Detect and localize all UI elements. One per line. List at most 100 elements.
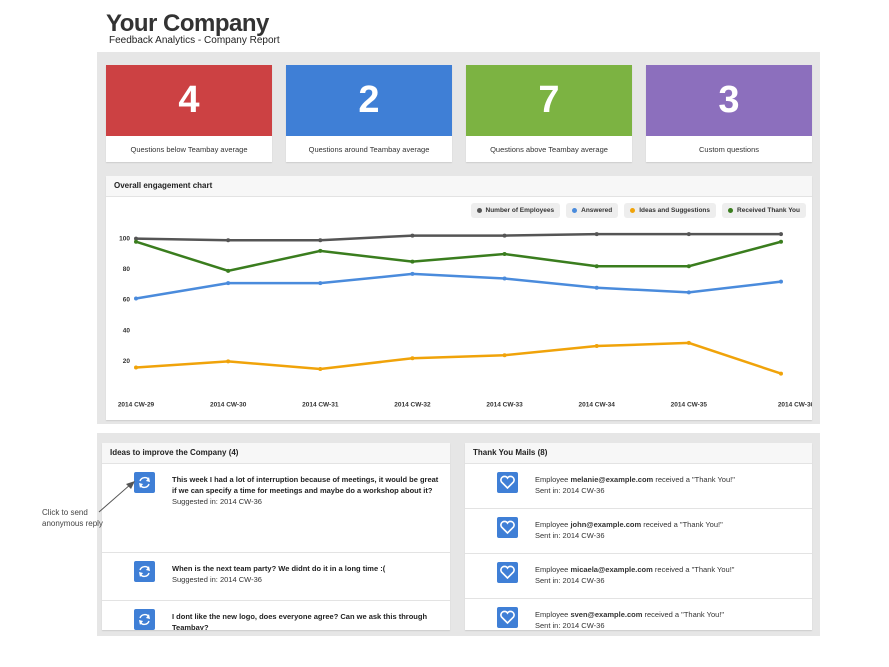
data-point [318, 281, 323, 286]
chart: 20 40 60 80 100 2014 CW-29 2014 CW-30 2014 CW-3… [118, 232, 812, 409]
idea-body: This week I had a lot of interruption be… [172, 474, 442, 507]
data-point [686, 340, 691, 345]
idea-text: This week I had a lot of interruption be… [172, 475, 439, 495]
mail-sent: Sent in: 2014 CW-36 [535, 531, 605, 540]
reply-icon[interactable] [134, 609, 155, 630]
legend-dot [572, 208, 578, 213]
kpi-value: 7 [466, 65, 632, 136]
data-point [686, 232, 691, 237]
y-tick-label: 40 [123, 327, 131, 334]
mail-row: Employee john@example.com received a "Th… [465, 509, 812, 554]
mail-prefix: Employee [535, 520, 569, 529]
data-point [410, 356, 415, 361]
mail-body: Employee sven@example.com received a "Th… [535, 609, 805, 630]
legend-item: Number of Employees [470, 203, 561, 218]
data-point [134, 239, 138, 244]
idea-body: When is the next team party? We didnt do… [172, 563, 442, 585]
x-tick-label: 2014 CW-34 [579, 402, 616, 409]
ideas-card: Ideas to improve the Company (4) This we… [102, 443, 450, 630]
legend-dot [630, 208, 636, 213]
kpi-card: 4 Questions below Teambay average [106, 65, 272, 162]
idea-suggested: Suggested in: 2014 CW-36 [172, 575, 262, 584]
heart-icon [497, 562, 518, 583]
kpi-label: Questions above Teambay average [490, 145, 608, 154]
kpi-card: 2 Questions around Teambay average [286, 65, 452, 162]
mail-text: Employee melanie@example.com received a … [535, 474, 805, 485]
data-point [594, 344, 599, 348]
data-point [134, 365, 138, 370]
reply-icon[interactable] [134, 561, 155, 582]
series-line [135, 341, 782, 375]
y-tick-label: 20 [123, 358, 131, 365]
mail-email: melanie@example.com [570, 475, 654, 484]
x-tick-label: 2014 CW-33 [486, 402, 523, 409]
kpi-card: 7 Questions above Teambay average [466, 65, 632, 162]
mail-text: Employee micaela@example.com received a … [535, 564, 805, 575]
data-point [686, 290, 691, 295]
mail-row: Employee sven@example.com received a "Th… [465, 599, 812, 630]
data-point [226, 238, 231, 243]
data-point [779, 239, 783, 244]
legend-item: Ideas and Suggestions [624, 203, 717, 218]
x-tick-label: 2014 CW-32 [394, 402, 431, 409]
mail-prefix: Employee [535, 475, 569, 484]
reply-icon[interactable] [134, 472, 155, 493]
legend-item: Answered [566, 203, 619, 218]
idea-row: I dont like the new logo, does everyone … [102, 601, 450, 630]
idea-text: When is the next team party? We didnt do… [172, 564, 386, 573]
idea-suggested: Suggested in: 2014 CW-36 [172, 497, 262, 506]
data-point [686, 264, 691, 269]
data-point [410, 233, 415, 238]
mail-sent: Sent in: 2014 CW-36 [535, 486, 605, 495]
mail-suffix: received a "Thank You!" [643, 520, 723, 529]
y-tick-label: 80 [123, 266, 131, 273]
data-point [502, 252, 507, 256]
data-point [318, 367, 323, 371]
data-point [134, 236, 138, 241]
mail-suffix: received a "Thank You!" [655, 475, 735, 484]
x-tick-label: 2014 CW-29 [118, 402, 155, 409]
chart-card: Overall engagement chart Number of Emplo… [106, 176, 812, 420]
mail-text: Employee john@example.com received a "Th… [535, 519, 805, 530]
mail-body: Employee micaela@example.com received a … [535, 564, 805, 586]
data-point [779, 232, 783, 237]
kpi-value: 2 [286, 65, 452, 136]
mail-email: john@example.com [570, 520, 642, 529]
data-point [502, 353, 507, 358]
data-point [502, 276, 507, 281]
report-subtitle: Feedback Analytics - Company Report [109, 35, 280, 46]
series-line [135, 232, 781, 242]
mail-row: Employee melanie@example.com received a … [465, 464, 812, 509]
mail-sent: Sent in: 2014 CW-36 [535, 576, 605, 585]
kpi-label: Questions below Teambay average [130, 145, 248, 154]
annotation: Click to send anonymous reply [42, 508, 103, 528]
kpi-value: 4 [106, 65, 272, 136]
mails-card: Thank You Mails (8) Employee melanie@exa… [465, 443, 812, 630]
chart-title: Overall engagement chart [106, 176, 812, 197]
legend-label: Answered [581, 207, 613, 214]
legend-item: Received Thank You [722, 203, 806, 218]
mail-body: Employee melanie@example.com received a … [535, 474, 805, 496]
kpi-value: 3 [646, 65, 812, 136]
ideas-title: Ideas to improve the Company (4) [102, 443, 450, 464]
data-point [410, 259, 415, 264]
data-point [502, 233, 507, 238]
idea-text: I dont like the new logo, does everyone … [172, 612, 428, 630]
data-point [226, 359, 231, 364]
data-point [318, 238, 323, 243]
idea-row: When is the next team party? We didnt do… [102, 553, 450, 601]
data-point [594, 285, 599, 290]
mail-email: micaela@example.com [570, 565, 653, 574]
idea-row: This week I had a lot of interruption be… [102, 464, 450, 553]
mail-sent: Sent in: 2014 CW-36 [535, 621, 605, 630]
kpi-card: 3 Custom questions [646, 65, 812, 162]
data-point [226, 281, 231, 286]
mail-prefix: Employee [535, 610, 569, 619]
mail-prefix: Employee [535, 565, 569, 574]
mails-title: Thank You Mails (8) [465, 443, 812, 464]
series-line [135, 272, 782, 300]
data-point [779, 371, 783, 376]
idea-body: I dont like the new logo, does everyone … [172, 611, 442, 630]
mail-email: sven@example.com [570, 610, 643, 619]
